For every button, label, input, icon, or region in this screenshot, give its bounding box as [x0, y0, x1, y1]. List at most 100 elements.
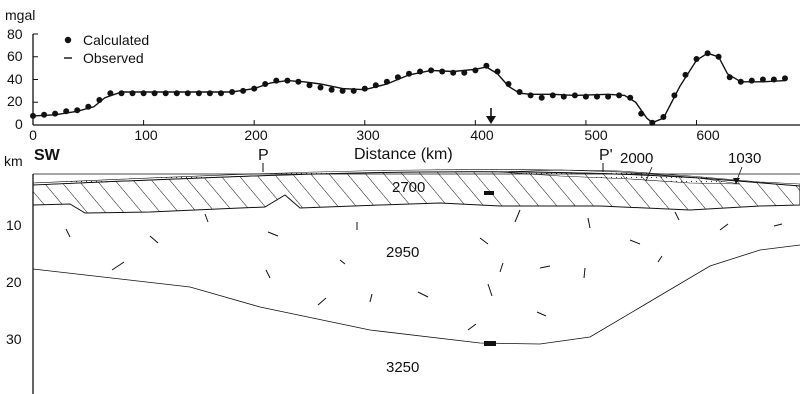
- calculated-data-point: [240, 87, 247, 94]
- down-arrow-marker: [486, 108, 496, 124]
- calculated-data-point: [538, 94, 545, 101]
- calculated-data-point: [350, 87, 357, 94]
- calculated-data-point: [295, 78, 302, 85]
- calculated-data-point: [328, 86, 335, 93]
- calculated-data-point: [85, 103, 92, 110]
- y-axis-label: mgal: [5, 7, 35, 23]
- calculated-data-point: [693, 56, 700, 62]
- crustal-section: km SW P P' 10 20 30: [4, 147, 800, 394]
- calculated-data-point: [505, 81, 512, 87]
- calculated-data-point: [206, 90, 213, 97]
- x-axis-label: Distance (km): [354, 146, 453, 163]
- gravity-plot: mgal 80 60 40 20 0 0 100 200 300 400 500…: [5, 7, 800, 163]
- middle-crust-texture: [65, 209, 783, 331]
- calculated-data-point: [638, 110, 645, 117]
- profile-mark-p: P: [258, 147, 269, 164]
- calculated-data-point: [218, 90, 224, 97]
- x-tick-label: 0: [29, 127, 37, 143]
- x-tick-label: 600: [696, 127, 720, 143]
- calculated-data-point: [339, 87, 346, 94]
- calculated-data-point: [594, 93, 600, 100]
- calculated-data-point: [582, 93, 589, 100]
- calculated-data-point: [472, 67, 479, 74]
- calculated-data-point: [516, 89, 523, 95]
- calculated-data-point: [726, 74, 733, 81]
- calculated-data-point: [605, 93, 612, 100]
- calculated-data-point: [317, 84, 324, 91]
- calculated-data-point: [195, 90, 202, 97]
- y-tick-label: 80: [7, 26, 23, 42]
- sediment-wedge: [499, 169, 741, 185]
- moho-marker: [484, 341, 496, 346]
- calculated-data-point: [682, 71, 689, 78]
- x-tick-label: 200: [244, 127, 268, 143]
- profile-mark-p-prime: P': [599, 147, 613, 164]
- calculated-data-point: [549, 92, 556, 99]
- legend-dot-marker: [64, 36, 72, 44]
- calculated-data-point: [660, 114, 667, 120]
- observed-series-line: [32, 52, 786, 124]
- calculated-data-point: [671, 92, 678, 99]
- depth-tick-label: 30: [6, 331, 22, 347]
- calculated-data-point: [118, 90, 125, 97]
- calculated-data-point: [748, 77, 755, 84]
- calculated-data-point: [461, 69, 468, 76]
- calculated-data-point: [715, 53, 722, 60]
- calculated-data-point: [41, 111, 48, 118]
- calculated-data-point: [184, 90, 191, 97]
- calculated-data-point: [306, 82, 313, 89]
- calculated-data-point: [52, 110, 59, 117]
- calculated-data-point: [229, 89, 236, 95]
- density-label-sediment-1030: 1030: [728, 150, 761, 167]
- legend-label-observed: Observed: [83, 50, 144, 66]
- moho-boundary: [32, 244, 800, 345]
- calculated-data-point: [151, 90, 158, 97]
- calculated-data-point: [63, 108, 70, 115]
- calculated-data-point: [273, 77, 280, 84]
- y-tick-label: 0: [15, 116, 23, 132]
- calculated-data-point: [782, 75, 788, 82]
- calculated-data-point: [560, 93, 567, 100]
- calculated-data-point: [262, 81, 269, 87]
- calculated-data-point: [483, 62, 490, 69]
- sediment-1030-leader: [736, 166, 743, 181]
- y-tick-label: 40: [7, 71, 23, 87]
- calculated-data-point: [383, 78, 390, 85]
- x-tick-labels: 0 100 200 300 400 500 600: [29, 127, 720, 143]
- density-label-sediment-2000: 2000: [620, 150, 653, 167]
- calculated-data-point: [417, 68, 424, 75]
- sediment-1030-arrow-icon: [733, 178, 740, 184]
- density-label-mantle: 3250: [386, 359, 419, 376]
- calculated-data-point: [74, 107, 81, 114]
- crust-marker: [484, 191, 494, 195]
- legend-label-calculated: Calculated: [83, 32, 149, 48]
- sediment-2000-leader: [645, 166, 653, 182]
- x-tick-label: 100: [134, 127, 158, 143]
- y-tick-label: 60: [7, 48, 23, 64]
- legend: Calculated Observed: [64, 32, 149, 66]
- depth-tick-label: 20: [6, 274, 22, 290]
- calculated-data-point: [173, 90, 180, 97]
- calculated-data-point: [406, 70, 412, 77]
- calculated-data-point: [704, 50, 711, 57]
- calculated-data-point: [30, 112, 36, 119]
- calculated-data-point: [140, 90, 147, 97]
- density-label-upper-crust: 2700: [392, 179, 425, 196]
- calculated-data-point: [439, 68, 446, 75]
- calculated-data-point: [627, 94, 634, 101]
- depth-tick-label: 10: [6, 217, 22, 233]
- calculated-data-point: [372, 82, 379, 89]
- calculated-data-point: [96, 97, 103, 103]
- calculated-data-point: [107, 90, 114, 97]
- x-tick-label: 500: [584, 127, 608, 143]
- depth-tick-labels: 10 20 30: [6, 217, 22, 347]
- depth-unit-label: km: [4, 153, 23, 169]
- y-tick-labels: 80 60 40 20 0: [7, 26, 23, 132]
- calculated-data-point: [394, 74, 401, 81]
- calculated-data-point: [571, 92, 578, 99]
- calculated-data-point: [450, 69, 457, 76]
- calculated-data-point: [759, 76, 766, 83]
- calculated-data-point: [527, 92, 534, 99]
- calculated-data-point: [284, 77, 291, 84]
